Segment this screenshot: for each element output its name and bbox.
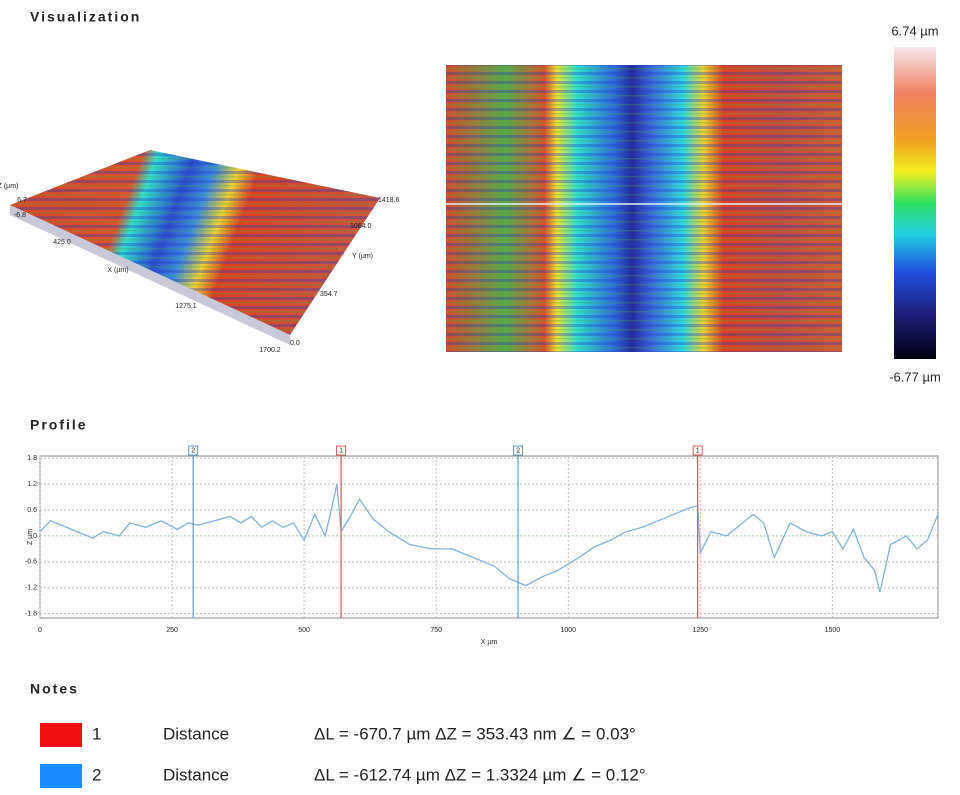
profile-line bbox=[39, 483, 939, 593]
axis-label-3d: 1064.0 bbox=[350, 223, 372, 230]
section-title: Visualization bbox=[30, 9, 141, 25]
x-tick-label: 250 bbox=[166, 627, 178, 634]
cursor-label: 2 bbox=[516, 447, 520, 454]
x-tick-label: 0 bbox=[38, 627, 42, 634]
colorbar-min: -6.77 µm bbox=[889, 369, 941, 384]
cursor-handle bbox=[188, 445, 199, 456]
section-title: Notes bbox=[30, 681, 79, 697]
section-title: Profile bbox=[30, 417, 88, 433]
axis-label-3d: 1700.2 bbox=[259, 347, 281, 354]
surface-2d-texture bbox=[446, 65, 842, 352]
y-tick-label: -1.2 bbox=[25, 585, 37, 592]
axis-label-3d: 425.0 bbox=[53, 239, 71, 246]
cursor-handle bbox=[513, 445, 524, 456]
surface-3d-side bbox=[10, 205, 290, 345]
note-measure: ΔL = -670.7 µm ΔZ = 353.43 nm ∠ = 0.03° bbox=[314, 724, 636, 743]
axis-label-3d: Z (µm) bbox=[0, 183, 18, 190]
surface-3d-texture bbox=[10, 150, 380, 335]
colorbar-max: 6.74 µm bbox=[891, 23, 938, 38]
y-tick-label: 0 bbox=[33, 533, 37, 540]
note-id: 2 bbox=[92, 765, 101, 784]
axis-label-3d: 1275.1 bbox=[175, 303, 197, 310]
y-axis-label: Z µm bbox=[27, 529, 34, 545]
y-tick-label: 1.2 bbox=[27, 481, 37, 488]
x-tick-label: 1250 bbox=[693, 627, 709, 634]
x-tick-label: 750 bbox=[430, 627, 442, 634]
note-measure: ΔL = -612.74 µm ΔZ = 1.3324 µm ∠ = 0.12° bbox=[314, 765, 646, 784]
axis-label-3d: -6.8 bbox=[14, 212, 26, 219]
y-tick-label: -1.8 bbox=[25, 611, 37, 618]
colorbar bbox=[894, 47, 936, 359]
cursor-label: 1 bbox=[339, 447, 343, 454]
axis-label-3d: Y (µm) bbox=[352, 253, 373, 260]
note-swatch bbox=[40, 723, 82, 747]
x-tick-label: 500 bbox=[298, 627, 310, 634]
note-type: Distance bbox=[163, 724, 229, 743]
cursor-label: 2 bbox=[191, 447, 195, 454]
x-tick-label: 1500 bbox=[825, 627, 841, 634]
cursor-handle bbox=[692, 445, 703, 456]
cursor-handle bbox=[336, 445, 347, 456]
note-id: 1 bbox=[92, 724, 101, 743]
axis-label-3d: 354.7 bbox=[320, 291, 338, 298]
note-swatch bbox=[40, 764, 82, 788]
y-tick-label: 0.6 bbox=[27, 507, 37, 514]
plot-frame bbox=[39, 455, 939, 619]
cursor-label: 1 bbox=[696, 447, 700, 454]
x-axis-label: X µm bbox=[481, 639, 498, 646]
x-tick-label: 1000 bbox=[560, 627, 576, 634]
axis-label-3d: X (µm) bbox=[107, 267, 128, 274]
axis-label-3d: 1418.6 bbox=[378, 197, 400, 204]
axis-label-3d: 0.0 bbox=[290, 340, 300, 347]
y-tick-label: -0.6 bbox=[25, 559, 37, 566]
note-type: Distance bbox=[163, 765, 229, 784]
y-tick-label: 1.8 bbox=[27, 455, 37, 462]
axis-label-3d: 6.7 bbox=[17, 197, 27, 204]
